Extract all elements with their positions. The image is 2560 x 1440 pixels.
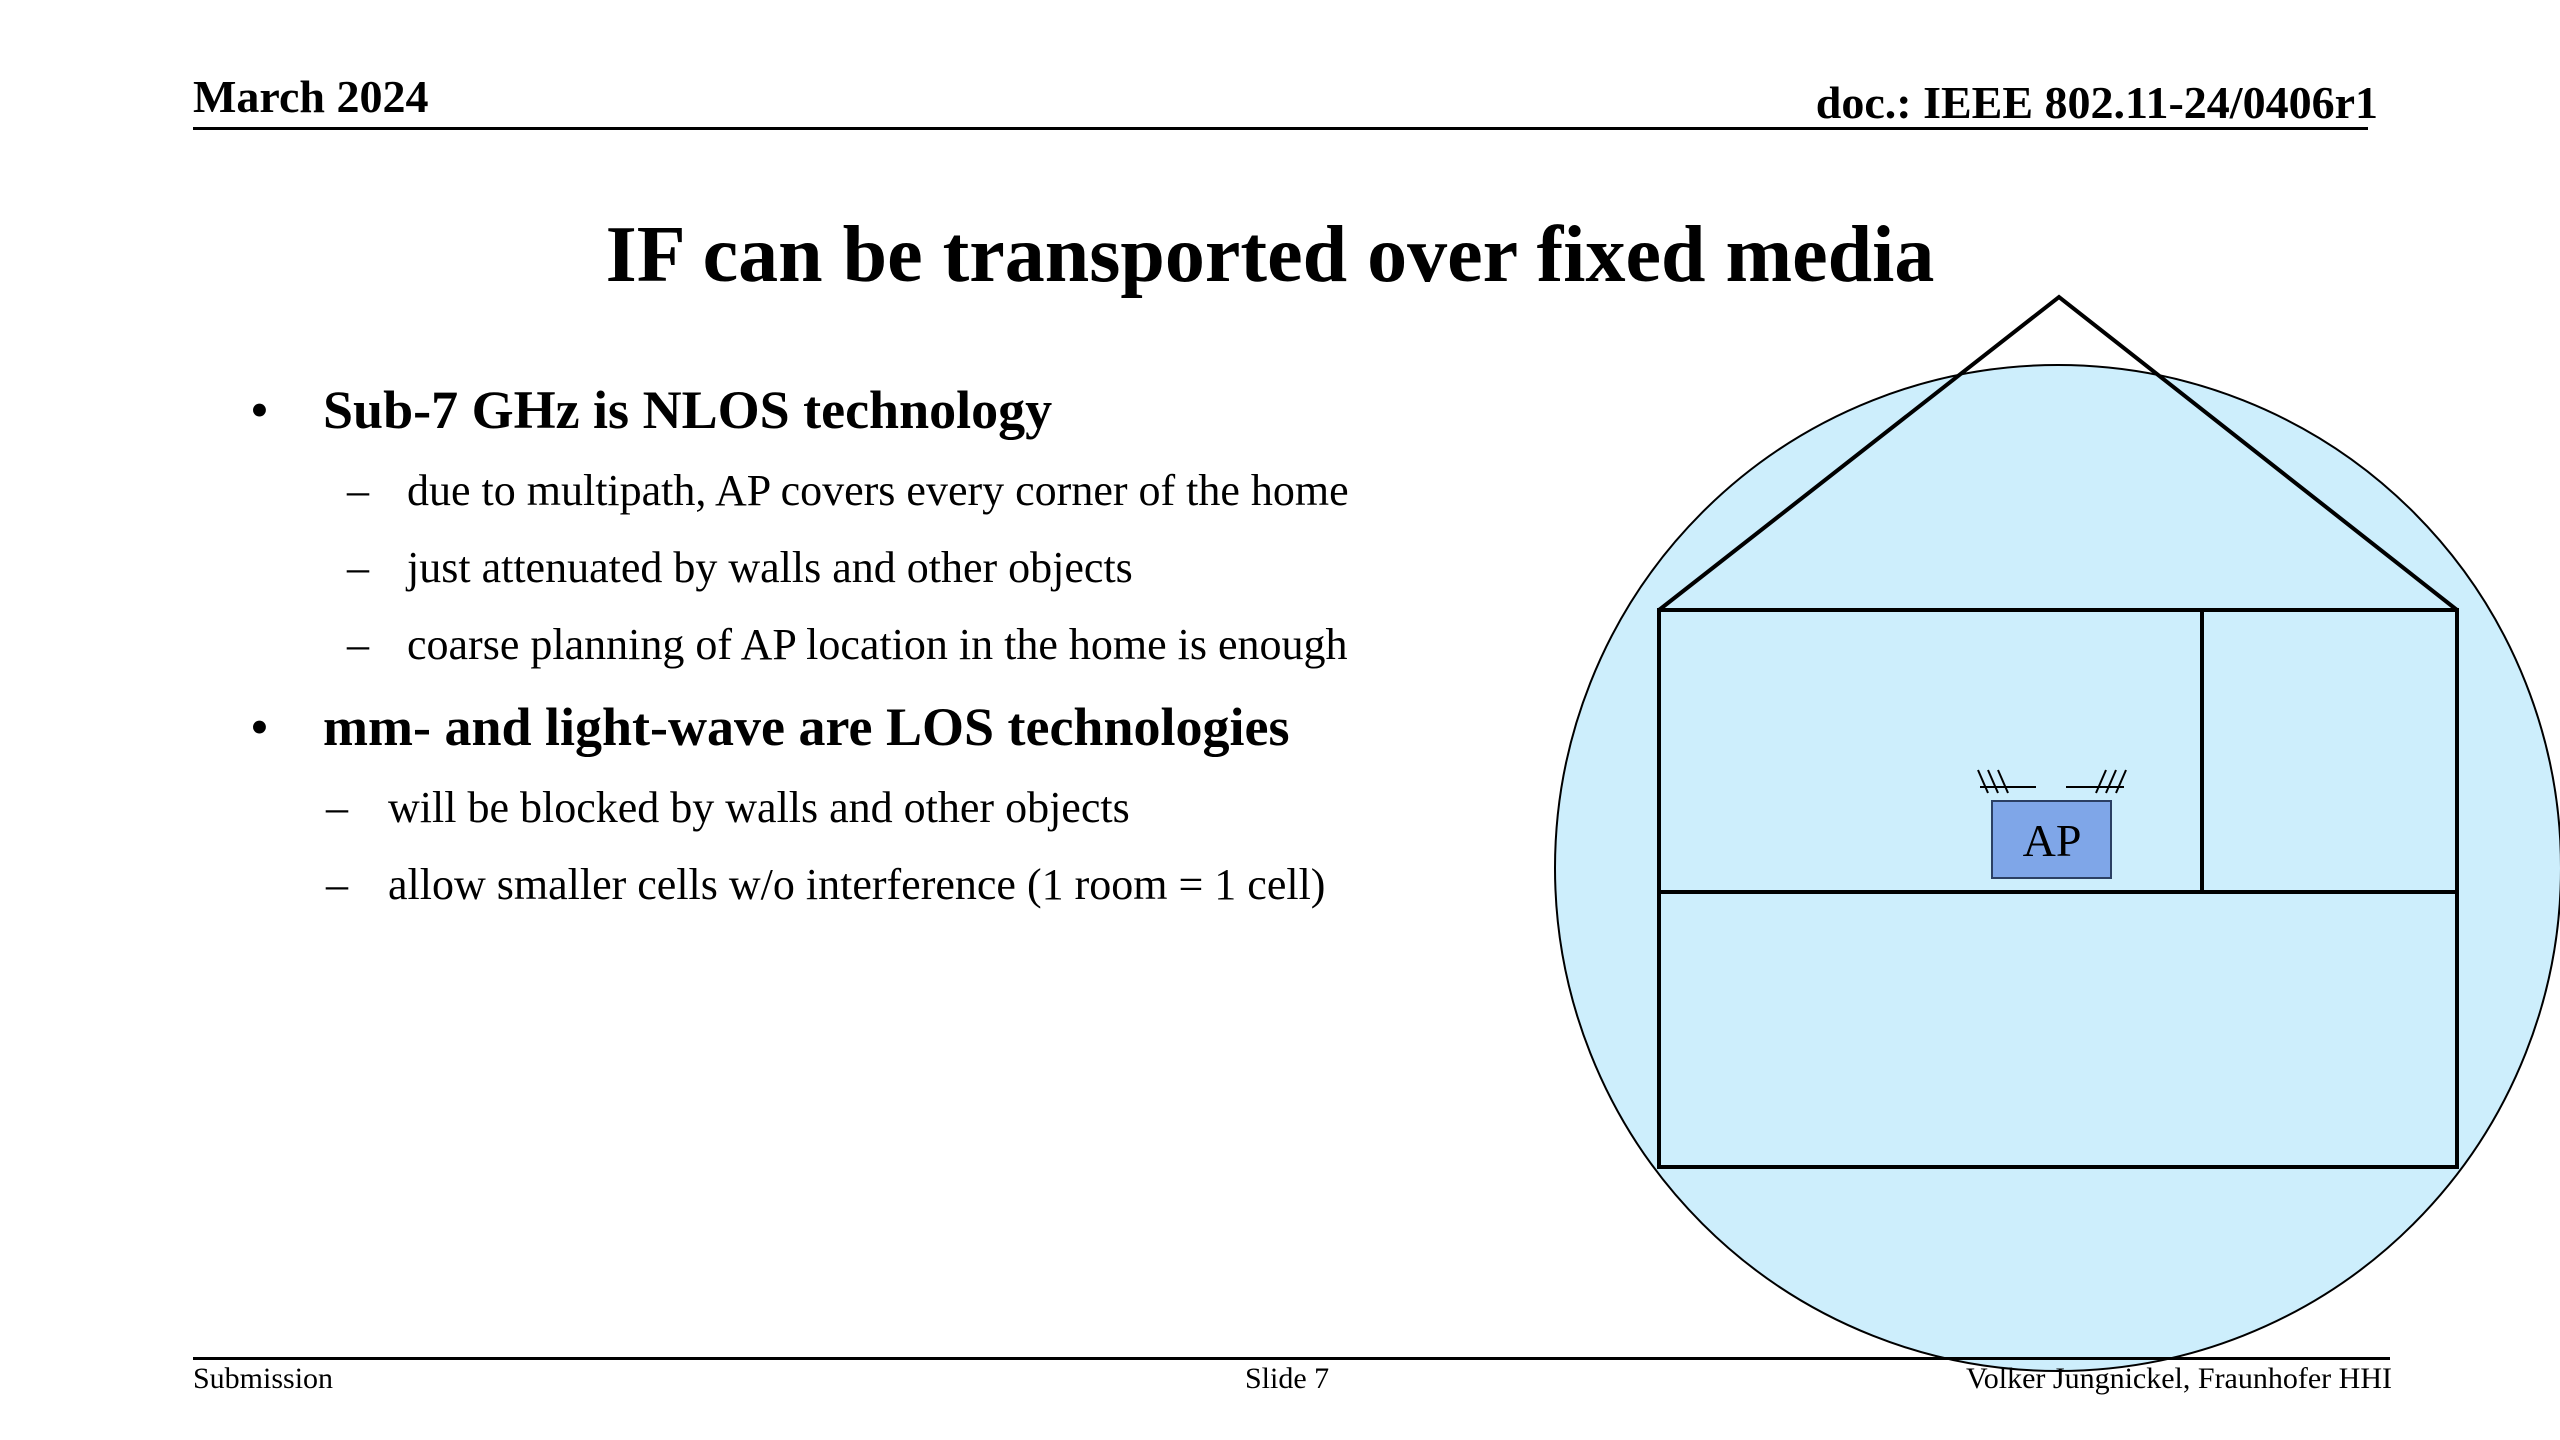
bullet-marker: • [250, 380, 269, 440]
footer-divider [193, 1357, 2390, 1360]
slide-title: IF can be transported over fixed media [605, 211, 1935, 299]
sub-bullet-text: allow smaller cells w/o interference (1 … [388, 860, 1326, 909]
sub-bullet-text: coarse planning of AP location in the ho… [407, 620, 1348, 669]
header-divider [193, 127, 2368, 130]
bullet-text: Sub-7 GHz is NLOS technology [323, 380, 1053, 440]
header-doc-id: doc.: IEEE 802.11-24/0406r1 [1815, 77, 2378, 128]
bullet-text: mm- and light-wave are LOS technologies [323, 697, 1290, 757]
antenna-right-icon [2066, 769, 2127, 794]
ap-label: AP [2023, 815, 2082, 866]
house-roof [1657, 294, 2459, 612]
antenna-left-icon [1977, 769, 2036, 794]
header-date: March 2024 [193, 71, 429, 122]
footer-slide-number: Slide 7 [1245, 1362, 1330, 1395]
sub-bullet-text: due to multipath, AP covers every corner… [407, 466, 1349, 515]
slide-title-wrap: IF can be transported over fixed media [0, 210, 2560, 301]
sub-bullet-marker: – [326, 860, 348, 909]
bullet-marker: • [250, 697, 269, 757]
sub-bullet-marker: – [347, 466, 369, 515]
sub-bullet-text: will be blocked by walls and other objec… [388, 783, 1130, 832]
footer-submission: Submission [193, 1362, 334, 1395]
sub-bullet-marker: – [326, 783, 348, 832]
sub-bullet-text: just attenuated by walls and other objec… [407, 543, 1133, 592]
sub-bullet-marker: – [347, 543, 369, 592]
footer-author: Volker Jungnickel, Fraunhofer HHI [1965, 1362, 2392, 1395]
sub-bullet-marker: – [347, 620, 369, 669]
ap-box [1991, 800, 2112, 879]
house-outline [1657, 608, 2459, 1169]
